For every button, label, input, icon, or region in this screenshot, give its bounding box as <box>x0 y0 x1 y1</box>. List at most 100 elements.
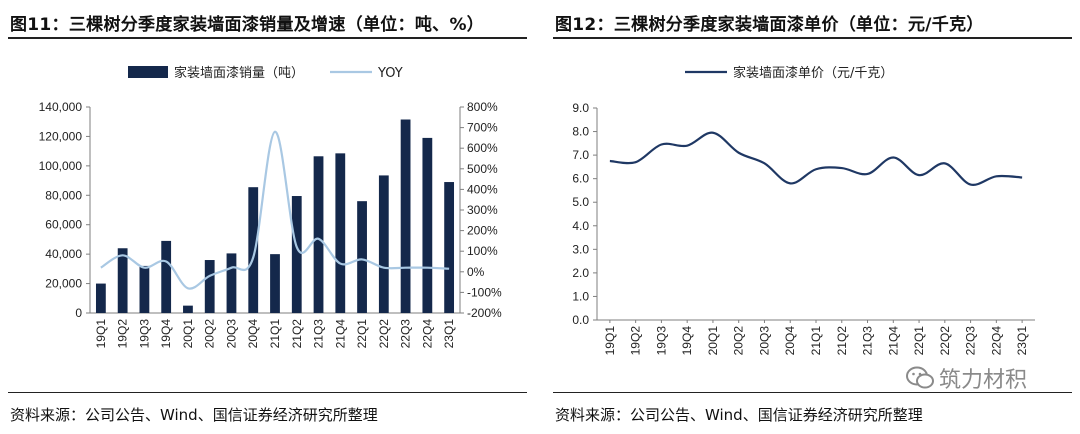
x-tick-label: 22Q4 <box>420 319 434 349</box>
y-tick-label-left: 80,000 <box>45 188 82 202</box>
sales-volume-chart: 0 20,000 40,000 60,000 80,000 100,000 120,000 1… <box>39 65 502 349</box>
y-tick-label-right: 100% <box>467 244 498 258</box>
x-tick-label: 20Q1 <box>706 326 720 356</box>
x-tick-label: 21Q1 <box>809 326 823 356</box>
y-tick-label: 3.0 <box>572 242 589 256</box>
y-tick-label-right: 800% <box>467 100 498 114</box>
y-tick-label-left: 20,000 <box>45 277 82 291</box>
bar-19Q3 <box>139 265 150 313</box>
x-tick-label: 22Q4 <box>989 326 1003 356</box>
figure-11-title: 图11：三棵树分季度家装墙面漆销量及增速（单位：吨、%） <box>10 15 485 35</box>
wechat-icon <box>905 365 935 397</box>
figure-12-title: 图12：三棵树分季度家装墙面漆单价（单位：元/千克） <box>555 15 984 35</box>
legend-swatch-bars <box>128 66 168 78</box>
bar-21Q1 <box>270 254 280 313</box>
x-tick-label: 20Q3 <box>757 326 771 356</box>
bar-19Q4 <box>161 240 172 313</box>
y-tick-label-left: 100,000 <box>39 159 83 173</box>
x-tick-label: 23Q1 <box>442 319 456 349</box>
bar-22Q1 <box>357 201 367 313</box>
y-tick-label-right: 400% <box>467 182 498 196</box>
figure-11-panel: 图11：三棵树分季度家装墙面漆销量及增速（单位：吨、%） 0 20,000 40,0… <box>0 0 535 434</box>
legend-label-yoy: YOY <box>377 66 403 81</box>
x-tick-label: 22Q3 <box>399 319 413 349</box>
x-tick-label: 20Q4 <box>783 326 797 356</box>
y-tick-label: 5.0 <box>572 195 589 209</box>
y-tick-label: 1.0 <box>572 289 589 303</box>
y-tick-label-right: 0% <box>467 265 485 279</box>
y-tick-label-right: 500% <box>467 162 498 176</box>
y-tick-label-left: 0 <box>75 306 82 320</box>
legend-label-bars: 家装墙面漆销量（吨） <box>174 65 304 81</box>
x-tick-label: 20Q3 <box>224 319 238 349</box>
y-tick-label: 4.0 <box>572 219 589 233</box>
watermark-text: 筑力材积 <box>939 368 1028 393</box>
x-tick-label: 19Q1 <box>94 319 108 349</box>
x-tick-label: 19Q3 <box>137 319 151 349</box>
source-rule <box>553 392 1072 393</box>
x-tick-label: 21Q3 <box>861 326 875 356</box>
x-tick-label: 19Q1 <box>603 326 617 356</box>
legend-label-price: 家装墙面漆单价（元/千克） <box>733 65 893 81</box>
y-tick-label-right: -100% <box>467 285 502 299</box>
watermark: 筑力材积 <box>905 362 1027 397</box>
bar-22Q3 <box>400 119 411 313</box>
title-rule <box>553 37 1072 39</box>
x-tick-label: 21Q4 <box>886 326 900 356</box>
x-tick-label: 22Q3 <box>964 326 978 356</box>
x-tick-label: 20Q4 <box>246 319 260 349</box>
bar-21Q4 <box>335 153 346 313</box>
x-tick-label: 21Q2 <box>835 326 849 356</box>
bar-20Q1 <box>183 305 193 313</box>
bar-20Q4 <box>248 187 259 313</box>
x-tick-label: 20Q1 <box>181 319 195 349</box>
y-tick-label: 9.0 <box>572 101 589 115</box>
figure-12-source: 资料来源：公司公告、Wind、国信证券经济研究所整理 <box>555 406 923 424</box>
x-tick-label: 19Q4 <box>159 319 173 349</box>
x-tick-label: 21Q4 <box>333 319 347 349</box>
x-tick-label: 19Q2 <box>116 319 130 349</box>
y-tick-label-right: 300% <box>467 203 498 217</box>
y-tick-label-left: 40,000 <box>45 247 82 261</box>
bar-22Q4 <box>422 137 433 313</box>
bar-19Q2 <box>117 248 128 313</box>
source-rule <box>8 392 527 393</box>
bar-21Q2 <box>291 196 302 313</box>
x-tick-label: 21Q1 <box>268 319 282 349</box>
x-tick-label: 19Q4 <box>680 326 694 356</box>
x-tick-label: 22Q2 <box>377 319 391 349</box>
y-tick-label: 2.0 <box>572 266 589 280</box>
x-tick-label: 22Q2 <box>938 326 952 356</box>
bar-19Q1 <box>95 283 106 313</box>
x-tick-label: 23Q1 <box>1015 326 1029 356</box>
y-tick-label-right: 200% <box>467 224 498 238</box>
x-tick-label: 19Q3 <box>654 326 668 356</box>
unit-price-chart: 0.0 1.0 2.0 3.0 4.0 5.0 6.0 7.0 8.0 9.0 19Q1 19Q2 19… <box>572 65 1035 356</box>
x-tick-label: 21Q2 <box>290 319 304 349</box>
x-tick-label: 19Q2 <box>629 326 643 356</box>
y-tick-label-left: 60,000 <box>45 218 82 232</box>
bar-21Q3 <box>313 156 324 313</box>
price-line <box>609 131 1023 186</box>
title-rule <box>8 37 527 39</box>
y-tick-label-right: 600% <box>467 141 498 155</box>
figure-11-source: 资料来源：公司公告、Wind、国信证券经济研究所整理 <box>10 406 378 424</box>
figure-12-panel: 图12：三棵树分季度家装墙面漆单价（单位：元/千克） 0.0 1.0 2.0 3.0 4… <box>545 0 1080 434</box>
x-tick-label: 20Q2 <box>203 319 217 349</box>
bar-20Q2 <box>204 260 215 313</box>
x-tick-label: 22Q1 <box>912 326 926 356</box>
bar-22Q2 <box>378 175 389 313</box>
y-tick-label: 7.0 <box>572 148 589 162</box>
y-tick-label: 0.0 <box>572 313 589 327</box>
y-tick-label: 6.0 <box>572 172 589 186</box>
x-tick-label: 22Q1 <box>355 319 369 349</box>
y-tick-label-left: 140,000 <box>39 100 83 114</box>
bar-20Q3 <box>226 253 237 313</box>
y-tick-label-left: 120,000 <box>39 129 83 143</box>
y-tick-label: 8.0 <box>572 125 589 139</box>
y-tick-label-right: 700% <box>467 121 498 135</box>
bar-23Q1 <box>444 182 455 313</box>
x-tick-label: 20Q2 <box>732 326 746 356</box>
x-tick-label: 21Q3 <box>312 319 326 349</box>
y-tick-label-right: -200% <box>467 306 502 320</box>
